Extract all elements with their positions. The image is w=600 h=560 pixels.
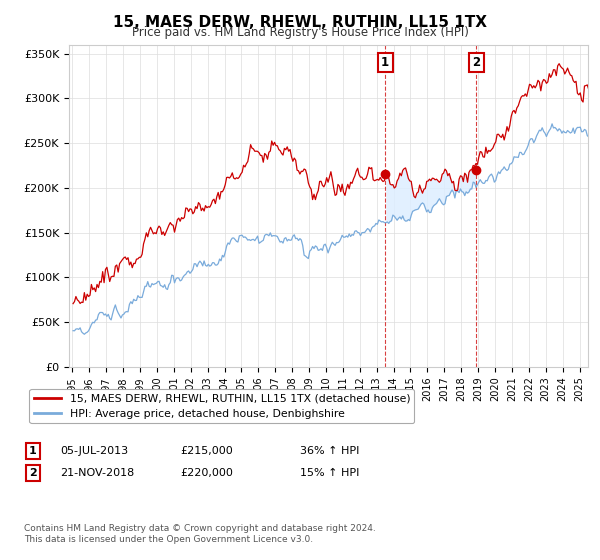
Text: 1: 1 (29, 446, 37, 456)
Text: £220,000: £220,000 (180, 468, 233, 478)
Text: Contains HM Land Registry data © Crown copyright and database right 2024.
This d: Contains HM Land Registry data © Crown c… (24, 524, 376, 544)
Text: 05-JUL-2013: 05-JUL-2013 (60, 446, 128, 456)
Text: 15% ↑ HPI: 15% ↑ HPI (300, 468, 359, 478)
Text: 21-NOV-2018: 21-NOV-2018 (60, 468, 134, 478)
Text: 2: 2 (29, 468, 37, 478)
Legend: 15, MAES DERW, RHEWL, RUTHIN, LL15 1TX (detached house), HPI: Average price, det: 15, MAES DERW, RHEWL, RUTHIN, LL15 1TX (… (29, 389, 415, 423)
Text: Price paid vs. HM Land Registry's House Price Index (HPI): Price paid vs. HM Land Registry's House … (131, 26, 469, 39)
Text: 2: 2 (472, 56, 481, 69)
Text: 1: 1 (381, 56, 389, 69)
Text: 15, MAES DERW, RHEWL, RUTHIN, LL15 1TX: 15, MAES DERW, RHEWL, RUTHIN, LL15 1TX (113, 15, 487, 30)
Text: £215,000: £215,000 (180, 446, 233, 456)
Text: 36% ↑ HPI: 36% ↑ HPI (300, 446, 359, 456)
